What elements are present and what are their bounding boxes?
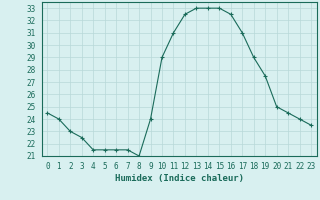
- X-axis label: Humidex (Indice chaleur): Humidex (Indice chaleur): [115, 174, 244, 183]
